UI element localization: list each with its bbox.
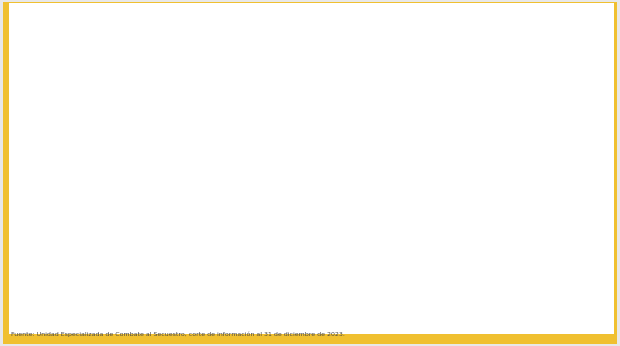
- Text: FGE: FGE: [73, 15, 97, 25]
- Text: Fuente: Unidad Especializada de Combate al Secuestro, corte de información al 31: Fuente: Unidad Especializada de Combate …: [11, 332, 345, 337]
- Text: 52: 52: [317, 251, 333, 261]
- Text: Fiscalía General
del Estado: Fiscalía General del Estado: [73, 36, 114, 47]
- Text: 28: 28: [528, 268, 544, 278]
- Text: -57.38%: -57.38%: [274, 222, 309, 231]
- Bar: [303, 264, 347, 301]
- Polygon shape: [201, 66, 604, 301]
- Bar: [514, 281, 558, 301]
- Text: ⬡: ⬡: [25, 19, 44, 39]
- Text: Disminuyó
respecto a
2019: Disminuyó respecto a 2019: [170, 203, 202, 220]
- Text: Disminuyó
respecto a
2020: Disminuyó respecto a 2020: [276, 254, 308, 272]
- Bar: [409, 276, 453, 301]
- Text: -59.06%: -59.06%: [169, 169, 203, 178]
- Text: Disminuyó
respecto a
2022: Disminuyó respecto a 2022: [486, 279, 518, 297]
- Text: -32.69%: -32.69%: [379, 245, 414, 254]
- Text: 122: 122: [208, 201, 232, 211]
- Bar: [198, 214, 242, 301]
- Text: 298: 298: [102, 72, 128, 85]
- Text: COMPARATIVA 2019-2023: COMPARATIVA 2019-2023: [479, 40, 604, 51]
- Text: 35: 35: [423, 263, 438, 273]
- Text: Casos de Secuestros: Casos de Secuestros: [454, 16, 604, 29]
- Text: Disminuyó en un 91%: Disminuyó en un 91%: [265, 101, 450, 117]
- Text: Disminuyó
respecto a
2021: Disminuyó respecto a 2021: [381, 271, 413, 289]
- Text: -20%: -20%: [492, 256, 513, 265]
- Circle shape: [2, 13, 66, 45]
- Bar: [92, 89, 137, 301]
